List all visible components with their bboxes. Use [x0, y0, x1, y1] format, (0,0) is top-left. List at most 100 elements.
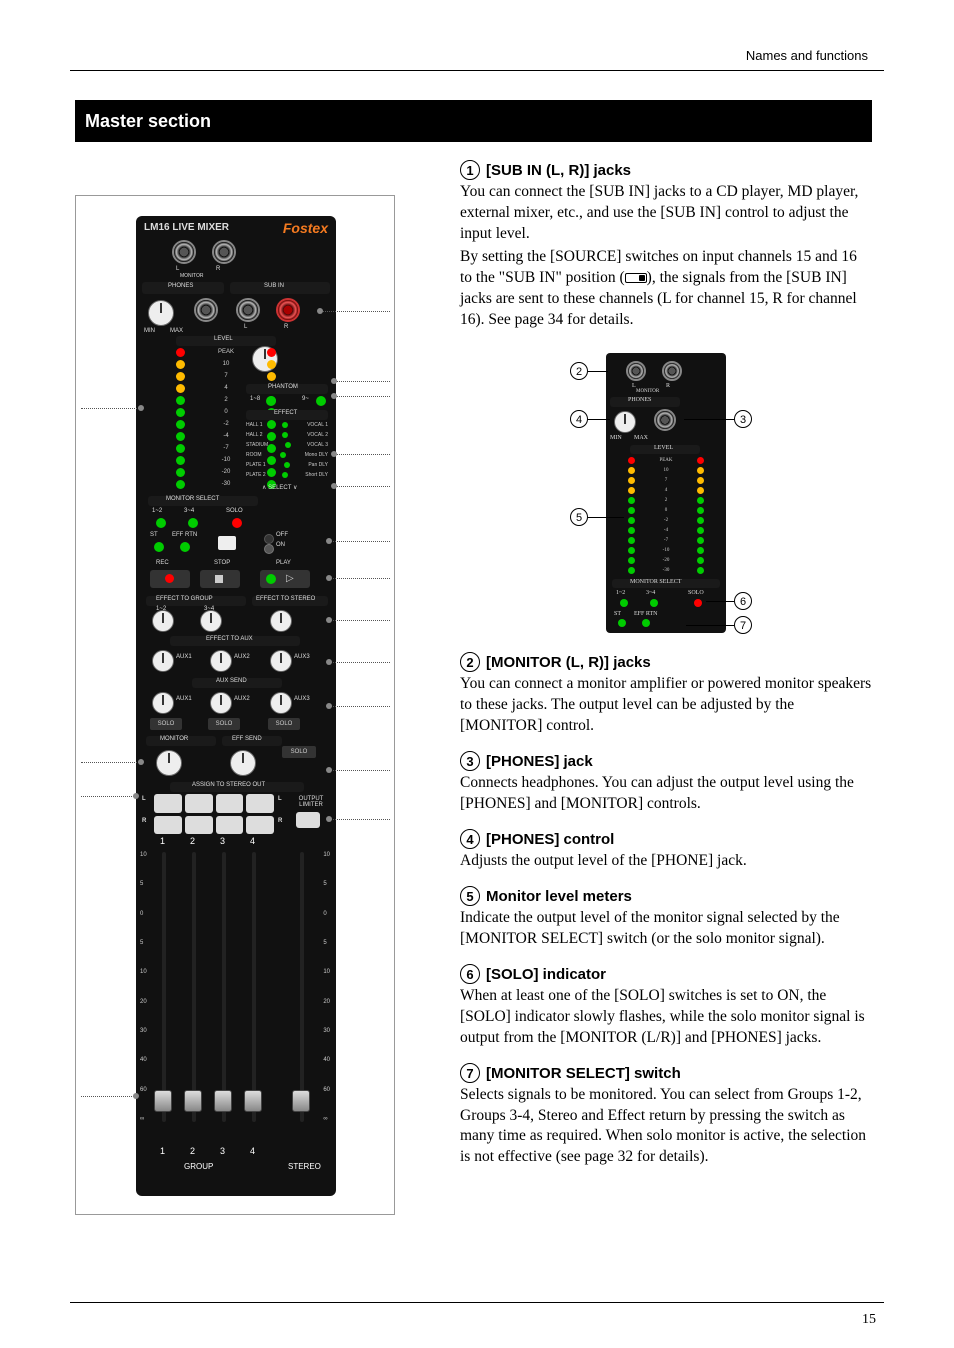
n2a: 2 [190, 836, 195, 846]
mon-knob[interactable] [156, 750, 182, 776]
effaux1[interactable] [152, 650, 174, 672]
m-2: 2 [211, 397, 241, 403]
det-cn3: 3 [734, 410, 752, 428]
sec6-title: [SOLO] indicator [486, 966, 606, 983]
sec6-num: 6 [460, 964, 480, 984]
monsel-button[interactable] [218, 536, 236, 550]
lbl-phones: PHONES [168, 283, 193, 289]
effsend-solo[interactable]: SOLO [282, 746, 316, 758]
lbl-stereo: STEREO [288, 1162, 321, 1171]
det-led-2 [650, 599, 658, 607]
det-cn7: 7 [734, 616, 752, 634]
effgrp-34[interactable] [200, 610, 222, 632]
assign-btn[interactable] [216, 816, 244, 835]
right-column: 1[SUB IN (L, R)] jacks You can connect t… [460, 160, 872, 1168]
stereo-fader[interactable] [292, 1090, 310, 1112]
fx-r-0: VOCAL 1 [307, 422, 328, 432]
as3[interactable] [270, 692, 292, 714]
rec-button[interactable] [150, 570, 190, 588]
group-fader-1[interactable] [154, 1090, 172, 1112]
phones-knob[interactable] [148, 300, 174, 326]
effst-knob[interactable] [270, 610, 292, 632]
fx-l-3: ROOM [246, 452, 262, 462]
det-led-solo [694, 599, 702, 607]
dotline-16 [329, 662, 390, 663]
det-lvl: LEVEL [654, 445, 673, 451]
fader-area: 105051020304060∞ 105051020304060∞ [144, 852, 328, 1142]
solo-aux1[interactable]: SOLO [150, 718, 182, 730]
det-cn4: 4 [570, 410, 588, 428]
calldot-14 [326, 617, 332, 623]
assign-btn[interactable] [185, 816, 213, 835]
group-fader-3[interactable] [214, 1090, 232, 1112]
stop-button[interactable] [200, 570, 240, 588]
sec5-head: 5Monitor level meters [460, 886, 872, 906]
outlim-btn[interactable] [296, 812, 320, 828]
ms-eff: EFF RTN [172, 532, 197, 538]
sec1-head: 1[SUB IN (L, R)] jacks [460, 160, 872, 180]
fsr4: 10 [323, 969, 330, 975]
as1[interactable] [152, 692, 174, 714]
det-max: MAX [634, 435, 648, 441]
lbl-outlim: OUTPUT LIMITER [292, 796, 330, 808]
det-led-st [618, 619, 626, 627]
sec2-title: [MONITOR (L, R)] jacks [486, 654, 651, 671]
fsr6: 30 [323, 1028, 330, 1034]
solo-aux3[interactable]: SOLO [268, 718, 300, 730]
lbl-aux1a: AUX1 [176, 654, 192, 660]
det-12: 1~2 [616, 590, 625, 596]
lbl-level: LEVEL [214, 336, 233, 342]
fsr2: 0 [323, 911, 330, 917]
calldot-21 [138, 759, 144, 765]
lbl-rec: REC [156, 560, 169, 566]
lbl-aux2a: AUX2 [234, 654, 250, 660]
subin-l-jack [236, 298, 260, 322]
lbl-aux3b: AUX3 [294, 696, 310, 702]
det-cn5: 5 [570, 508, 588, 526]
lbl-monitor: MONITOR [180, 273, 204, 279]
effaux2[interactable] [210, 650, 232, 672]
play-button[interactable]: ▷ [260, 570, 310, 588]
dotline-9 [334, 396, 390, 397]
assign-r2: R [278, 818, 282, 824]
effsend-knob[interactable] [230, 750, 256, 776]
dm-n7: -7 [651, 538, 681, 543]
det-phones-knob[interactable] [614, 411, 636, 433]
sec4-head: 4[PHONES] control [460, 829, 872, 849]
group-fader-4[interactable] [244, 1090, 262, 1112]
phantom-led-1 [266, 396, 276, 406]
m-n2: -2 [211, 421, 241, 427]
sec6-p: When at least one of the [SOLO] switches… [460, 986, 872, 1049]
assign-l: L [142, 796, 146, 802]
assign-btn[interactable] [154, 794, 182, 813]
solo-aux2[interactable]: SOLO [208, 718, 240, 730]
det-meter: PEAK 10 7 4 2 0 -2 -4 -7 -10 -20 -30 [628, 455, 704, 575]
m-7: 7 [211, 373, 241, 379]
effaux3[interactable] [270, 650, 292, 672]
calldot-16 [326, 659, 332, 665]
assign-btn[interactable] [154, 816, 182, 835]
sec3-p: Connects headphones. You can adjust the … [460, 773, 872, 815]
ms-12: 1~2 [152, 508, 162, 514]
phantom-led-2 [316, 396, 326, 406]
fsr3: 5 [323, 940, 330, 946]
det-st: ST [614, 611, 621, 617]
n1b: 1 [160, 1146, 165, 1156]
n2b: 2 [190, 1146, 195, 1156]
assign-btn[interactable] [185, 794, 213, 813]
det-ln7 [686, 625, 734, 626]
lbl-monsel: MONITOR SELECT [166, 496, 219, 502]
fx-r-1: VOCAL 2 [307, 432, 328, 442]
dm-4: 4 [651, 488, 681, 493]
assign-btn[interactable] [246, 816, 274, 835]
lbl-max: MAX [170, 328, 183, 334]
effgrp-12[interactable] [152, 610, 174, 632]
solo-led [232, 518, 242, 528]
assign-btn[interactable] [246, 794, 274, 813]
sec4-num: 4 [460, 829, 480, 849]
sec4-p: Adjusts the output level of the [PHONE] … [460, 851, 872, 872]
assign-btn[interactable] [216, 794, 244, 813]
phones-jack [194, 298, 218, 322]
group-fader-2[interactable] [184, 1090, 202, 1112]
as2[interactable] [210, 692, 232, 714]
